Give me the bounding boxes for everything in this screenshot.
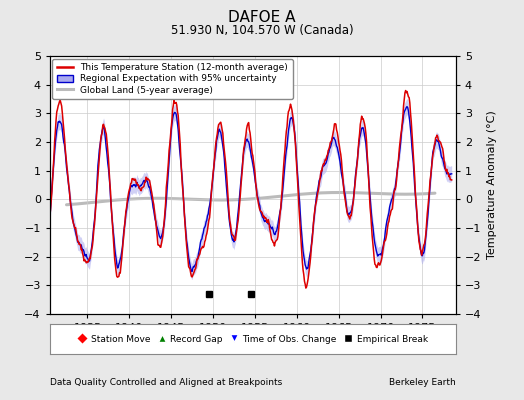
Text: 51.930 N, 104.570 W (Canada): 51.930 N, 104.570 W (Canada): [171, 24, 353, 37]
Legend: This Temperature Station (12-month average), Regional Expectation with 95% uncer: This Temperature Station (12-month avera…: [52, 59, 293, 99]
Legend: Station Move, Record Gap, Time of Obs. Change, Empirical Break: Station Move, Record Gap, Time of Obs. C…: [75, 332, 430, 346]
Text: Data Quality Controlled and Aligned at Breakpoints: Data Quality Controlled and Aligned at B…: [50, 378, 282, 387]
Text: DAFOE A: DAFOE A: [228, 10, 296, 25]
Text: Berkeley Earth: Berkeley Earth: [389, 378, 456, 387]
Y-axis label: Temperature Anomaly (°C): Temperature Anomaly (°C): [487, 111, 497, 259]
